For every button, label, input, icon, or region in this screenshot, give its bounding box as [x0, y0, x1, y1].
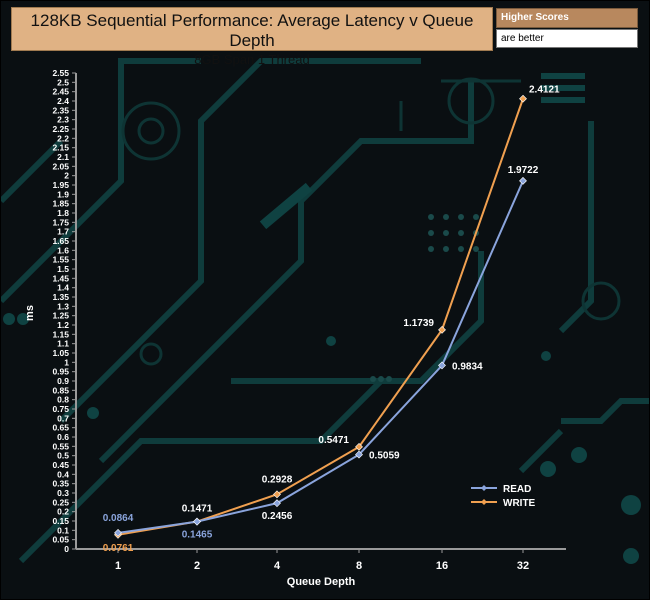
y-tick-label: 2.45 — [52, 87, 69, 97]
y-tick-label: 2.4 — [57, 96, 69, 106]
y-tick-label: 1.95 — [52, 180, 69, 190]
y-tick-label: 0.65 — [52, 423, 69, 433]
title-box: 128KB Sequential Performance: Average La… — [11, 7, 493, 67]
y-tick-label: 0.7 — [57, 413, 69, 423]
y-tick-label: 1.05 — [52, 348, 69, 358]
data-label-read: 0.2456 — [262, 511, 293, 522]
y-tick-label: 0.05 — [52, 535, 69, 545]
y-tick-label: 0.4 — [57, 469, 69, 479]
y-tick-label: 0.95 — [52, 367, 69, 377]
data-label-write: 0.0761 — [103, 543, 134, 554]
data-label-write: 0.2928 — [262, 474, 293, 485]
y-tick-label: 1.4 — [57, 283, 69, 293]
y-tick-label: 0.6 — [57, 432, 69, 442]
score-note-line2: are better — [496, 29, 638, 48]
x-tick-label: 2 — [194, 560, 200, 572]
x-axis-title: Queue Depth — [287, 576, 356, 588]
y-tick-label: 0 — [64, 544, 69, 554]
y-tick-label: 0.15 — [52, 516, 69, 526]
data-label-write: 1.1739 — [403, 318, 434, 329]
y-tick-label: 0.5 — [57, 451, 69, 461]
y-tick-label: 1.9 — [57, 189, 69, 199]
data-label-read: 0.0864 — [103, 513, 134, 524]
data-point-read — [193, 517, 201, 526]
y-tick-label: 1 — [64, 357, 69, 367]
y-tick-label: 1.1 — [57, 339, 69, 349]
y-tick-label: 1.75 — [52, 217, 69, 227]
y-tick-label: 0.9 — [57, 376, 69, 386]
y-tick-label: 2.2 — [57, 133, 69, 143]
y-tick-label: 0.8 — [57, 395, 69, 405]
y-tick-label: 0.55 — [52, 441, 69, 451]
data-point-write — [519, 94, 527, 103]
y-tick-label: 1.8 — [57, 208, 69, 218]
data-label-read: 0.5059 — [369, 451, 400, 462]
chart-title: 128KB Sequential Performance: Average La… — [30, 11, 474, 50]
y-tick-label: 1.85 — [52, 199, 69, 209]
legend-marker-write — [481, 499, 487, 505]
series-line-read — [117, 180, 524, 534]
y-tick-label: 0.75 — [52, 404, 69, 414]
data-point-write — [355, 442, 363, 451]
series-line-write — [117, 98, 524, 536]
legend-marker-read — [481, 485, 487, 491]
y-tick-label: 2 — [64, 171, 69, 181]
y-tick-label: 2.3 — [57, 115, 69, 125]
data-point-read — [355, 450, 363, 459]
y-axis-title: ms — [24, 305, 36, 321]
y-tick-label: 0.35 — [52, 479, 69, 489]
y-tick-label: 1.5 — [57, 264, 69, 274]
y-tick-label: 1.35 — [52, 292, 69, 302]
data-label-read: 0.1465 — [182, 530, 213, 541]
y-tick-label: 0.85 — [52, 385, 69, 395]
x-tick-label: 1 — [115, 560, 121, 572]
legend-label-write: WRITE — [503, 498, 536, 509]
chart-subtitle: 8GB Span 1 Thread — [194, 52, 310, 67]
score-note: Higher Scores are better — [496, 8, 638, 48]
x-tick-label: 8 — [356, 560, 362, 572]
y-tick-label: 1.65 — [52, 236, 69, 246]
y-tick-label: 2.55 — [52, 68, 69, 78]
y-tick-label: 2.15 — [52, 143, 69, 153]
y-tick-label: 1.15 — [52, 329, 69, 339]
y-tick-label: 1.3 — [57, 301, 69, 311]
y-tick-label: 1.55 — [52, 255, 69, 265]
legend-label-read: READ — [503, 484, 531, 495]
data-point-read — [438, 361, 446, 370]
y-tick-label: 2.25 — [52, 124, 69, 134]
y-tick-label: 0.2 — [57, 507, 69, 517]
y-tick-label: 1.6 — [57, 245, 69, 255]
y-tick-label: 0.45 — [52, 460, 69, 470]
data-point-read — [114, 528, 122, 537]
data-label-write: 2.4121 — [529, 85, 560, 96]
data-point-read — [519, 176, 527, 185]
y-tick-label: 2.05 — [52, 161, 69, 171]
y-tick-label: 1.25 — [52, 311, 69, 321]
y-tick-label: 1.7 — [57, 227, 69, 237]
data-point-write — [438, 325, 446, 334]
y-tick-label: 0.25 — [52, 497, 69, 507]
data-point-write — [273, 490, 281, 499]
data-label-write: 0.5471 — [318, 435, 349, 446]
x-tick-label: 32 — [517, 560, 529, 572]
data-label-read: 1.9722 — [508, 165, 539, 176]
y-tick-label: 1.45 — [52, 273, 69, 283]
y-tick-label: 2.35 — [52, 105, 69, 115]
x-tick-label: 4 — [274, 560, 281, 572]
data-label-read: 0.9834 — [452, 361, 483, 372]
y-tick-label: 2.1 — [57, 152, 69, 162]
y-tick-label: 0.3 — [57, 488, 69, 498]
data-point-read — [273, 499, 281, 508]
y-tick-label: 0.1 — [57, 525, 69, 535]
x-tick-label: 16 — [436, 560, 448, 572]
data-label-write: 0.1471 — [182, 504, 213, 515]
y-tick-label: 1.2 — [57, 320, 69, 330]
score-note-line1: Higher Scores — [496, 8, 638, 28]
y-tick-label: 2.5 — [57, 77, 69, 87]
